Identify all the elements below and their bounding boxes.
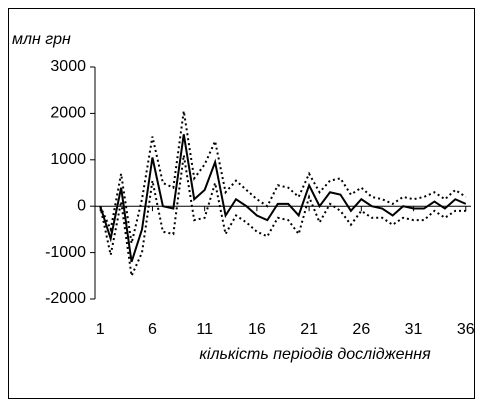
y-tick-label: 2000 xyxy=(50,105,86,122)
y-tick-label: 3000 xyxy=(50,58,86,75)
y-tick-label: 1000 xyxy=(50,151,86,168)
band-line xyxy=(99,110,467,244)
x-tick-label: 11 xyxy=(196,321,213,338)
x-tick-label: 21 xyxy=(300,321,318,338)
y-tick-label: -1000 xyxy=(45,244,86,261)
x-tick-label: 31 xyxy=(405,321,423,338)
x-tick-label: 36 xyxy=(457,321,475,338)
y-tick-label: -2000 xyxy=(45,290,86,307)
x-tick-label: 26 xyxy=(352,321,370,338)
y-axis-label: млн грн xyxy=(12,31,71,48)
band-line xyxy=(99,155,466,280)
x-tick-label: 16 xyxy=(248,321,266,338)
x-tick-label: 6 xyxy=(148,321,157,338)
x-tick-label: 1 xyxy=(96,321,105,338)
y-tick-label: 0 xyxy=(77,197,86,214)
chart-frame xyxy=(8,8,475,399)
x-axis-label: кількість періодів дослідження xyxy=(199,346,431,363)
response-line xyxy=(99,134,467,263)
